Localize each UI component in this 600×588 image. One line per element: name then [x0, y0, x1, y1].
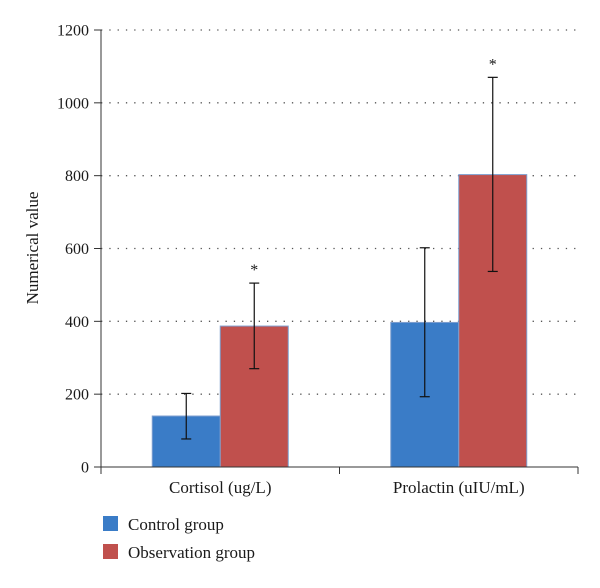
legend: Control group Observation group: [103, 515, 255, 562]
y-tick-label: 0: [81, 460, 89, 477]
y-tick-label: 1200: [57, 23, 89, 40]
y-axis-label: Numerical value: [23, 192, 42, 305]
y-tick-label: 600: [65, 241, 89, 258]
error-bars: **: [181, 56, 498, 440]
legend-swatch: [103, 544, 118, 559]
bars: [151, 174, 528, 468]
significance-marker: *: [250, 262, 258, 279]
significance-marker: *: [489, 56, 497, 73]
axes: 0 200 400 600 800 1000 1200 Cortisol (ug/L) Prol…: [57, 23, 579, 497]
legend-label: Observation group: [128, 543, 255, 562]
x-category-label: Prolactin (uIU/mL): [393, 478, 525, 497]
legend-swatch: [103, 516, 118, 531]
y-tick-label: 800: [65, 168, 89, 185]
y-tick-label: 200: [65, 387, 89, 404]
x-category-label: Cortisol (ug/L): [169, 478, 271, 497]
y-tick-label: 1000: [57, 95, 89, 112]
legend-label: Control group: [128, 515, 224, 534]
y-tick-label: 400: [65, 314, 89, 331]
